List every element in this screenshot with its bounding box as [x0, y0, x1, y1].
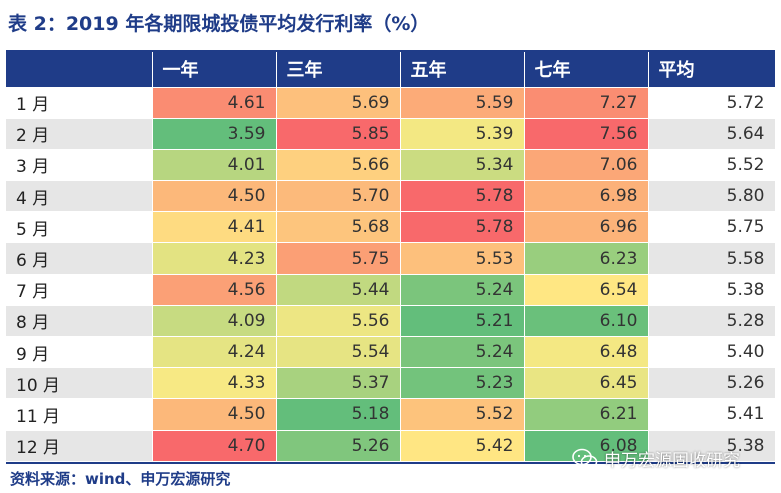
table-row: 2 月 3.59 5.85 5.39 7.56 5.64 [6, 118, 776, 150]
rate-cell-y7: 7.06 [524, 149, 649, 182]
rate-cell-y5: 5.24 [400, 336, 525, 369]
month-cell: 6 月 [6, 242, 153, 275]
rate-cell-y1: 4.01 [152, 149, 277, 182]
rate-cell-y1: 4.09 [152, 305, 277, 338]
average-cell: 5.58 [648, 242, 776, 275]
average-cell: 5.80 [648, 180, 776, 213]
month-cell: 12 月 [6, 430, 153, 462]
rate-cell-y5: 5.53 [400, 242, 525, 275]
month-cell: 4 月 [6, 180, 153, 213]
table-row: 10 月 4.33 5.37 5.23 6.45 5.26 [6, 367, 776, 400]
rate-cell-y7: 6.48 [524, 336, 649, 369]
rate-cell-y3: 5.54 [276, 336, 401, 369]
table-row: 9 月 4.24 5.54 5.24 6.48 5.40 [6, 336, 776, 369]
rate-cell-y3: 5.68 [276, 211, 401, 244]
average-cell: 5.40 [648, 336, 776, 369]
rate-cell-y3: 5.85 [276, 118, 401, 150]
header-5y: 五年 [400, 52, 525, 88]
rate-cell-y3: 5.66 [276, 149, 401, 182]
rate-cell-y5: 5.52 [400, 398, 525, 431]
rate-cell-y3: 5.44 [276, 274, 401, 306]
average-cell: 5.28 [648, 305, 776, 338]
rate-cell-y1: 4.50 [152, 180, 277, 213]
table-row: 4 月 4.50 5.70 5.78 6.98 5.80 [6, 180, 776, 213]
watermark-text: 申万宏源固收研究 [604, 451, 740, 471]
table-title: 表 2：2019 年各期限城投债平均发行利率（%） [8, 13, 430, 35]
month-cell: 3 月 [6, 149, 153, 182]
rate-cell-y5: 5.78 [400, 180, 525, 213]
rate-cell-y5: 5.34 [400, 149, 525, 182]
month-cell: 7 月 [6, 274, 153, 306]
month-cell: 5 月 [6, 211, 153, 244]
rate-cell-y1: 4.70 [152, 430, 277, 462]
header-7y: 七年 [524, 52, 649, 88]
rate-cell-y5: 5.23 [400, 367, 525, 400]
wechat-icon [572, 448, 598, 469]
table-row: 5 月 4.41 5.68 5.78 6.96 5.75 [6, 211, 776, 244]
rate-cell-y1: 4.50 [152, 398, 277, 431]
header-1y: 一年 [152, 52, 277, 88]
rate-cell-y1: 4.23 [152, 242, 277, 275]
rate-cell-y3: 5.70 [276, 180, 401, 213]
rate-cell-y5: 5.24 [400, 274, 525, 306]
rate-cell-y5: 5.39 [400, 118, 525, 150]
rate-cell-y3: 5.37 [276, 367, 401, 400]
header-row: 一年 三年 五年 七年 平均 [6, 52, 776, 88]
rate-cell-y3: 5.18 [276, 398, 401, 431]
average-cell: 5.52 [648, 149, 776, 182]
bottom-rule [6, 462, 775, 464]
rate-cell-y1: 3.59 [152, 118, 277, 150]
rate-cell-y1: 4.41 [152, 211, 277, 244]
average-cell: 5.41 [648, 398, 776, 431]
rates-table: 一年 三年 五年 七年 平均 1 月 4.61 5.69 5.59 7.27 5.72 2 … [6, 52, 776, 462]
month-cell: 8 月 [6, 305, 153, 338]
rate-cell-y7: 6.45 [524, 367, 649, 400]
rate-cell-y7: 6.96 [524, 211, 649, 244]
table-row: 7 月 4.56 5.44 5.24 6.54 5.38 [6, 274, 776, 306]
table-row: 6 月 4.23 5.75 5.53 6.23 5.58 [6, 242, 776, 275]
rate-cell-y1: 4.33 [152, 367, 277, 400]
table-row: 11 月 4.50 5.18 5.52 6.21 5.41 [6, 398, 776, 431]
rate-cell-y1: 4.56 [152, 274, 277, 306]
rate-cell-y3: 5.56 [276, 305, 401, 338]
watermark: 申万宏源固收研究 [572, 446, 740, 471]
table-row: 1 月 4.61 5.69 5.59 7.27 5.72 [6, 87, 776, 119]
rate-cell-y3: 5.26 [276, 430, 401, 462]
source-note: 资料来源：wind、申万宏源研究 [10, 470, 231, 488]
rate-cell-y5: 5.78 [400, 211, 525, 244]
rate-cell-y3: 5.75 [276, 242, 401, 275]
month-cell: 9 月 [6, 336, 153, 369]
rate-cell-y5: 5.42 [400, 430, 525, 462]
average-cell: 5.64 [648, 118, 776, 150]
average-cell: 5.72 [648, 87, 776, 119]
rate-cell-y7: 6.23 [524, 242, 649, 275]
average-cell: 5.38 [648, 430, 776, 462]
average-cell: 5.38 [648, 274, 776, 306]
rate-cell-y3: 5.69 [276, 87, 401, 119]
average-cell: 5.26 [648, 367, 776, 400]
table-body: 1 月 4.61 5.69 5.59 7.27 5.72 2 月 3.59 5.85 5.39 7.… [6, 87, 776, 462]
rate-cell-y7: 7.56 [524, 118, 649, 150]
rate-cell-y1: 4.61 [152, 87, 277, 119]
rate-cell-y7: 6.10 [524, 305, 649, 338]
table-row: 12 月 4.70 5.26 5.42 6.08 5.38 [6, 430, 776, 462]
rate-cell-y7: 6.98 [524, 180, 649, 213]
month-cell: 10 月 [6, 367, 153, 400]
header-3y: 三年 [276, 52, 401, 88]
header-month [6, 52, 153, 88]
rate-cell-y7: 6.21 [524, 398, 649, 431]
month-cell: 1 月 [6, 87, 153, 119]
rate-cell-y1: 4.24 [152, 336, 277, 369]
month-cell: 2 月 [6, 118, 153, 150]
rate-cell-y5: 5.59 [400, 87, 525, 119]
rate-cell-y7: 6.54 [524, 274, 649, 306]
header-avg: 平均 [648, 52, 776, 88]
top-rule [6, 50, 775, 52]
table-row: 3 月 4.01 5.66 5.34 7.06 5.52 [6, 149, 776, 182]
rate-cell-y5: 5.21 [400, 305, 525, 338]
average-cell: 5.75 [648, 211, 776, 244]
month-cell: 11 月 [6, 398, 153, 431]
rate-cell-y7: 7.27 [524, 87, 649, 119]
table-row: 8 月 4.09 5.56 5.21 6.10 5.28 [6, 305, 776, 338]
